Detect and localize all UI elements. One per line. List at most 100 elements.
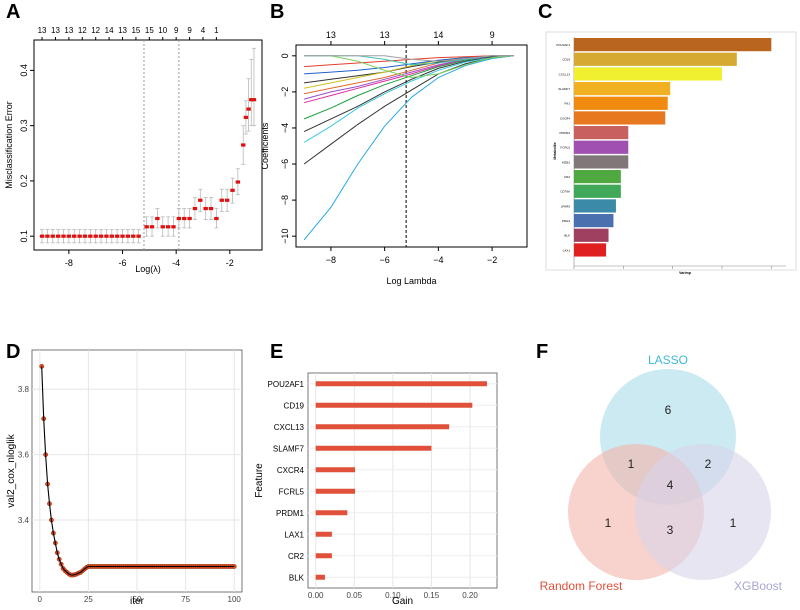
error-point (136, 234, 141, 238)
y-axis-label: Metabolite (553, 142, 557, 159)
coefficient-path-s7 (303, 55, 514, 100)
top-tick-label: 1 (214, 26, 219, 35)
y-tick-label: 3.4 (18, 516, 30, 525)
venn-count-lasso-only: 6 (665, 403, 672, 417)
error-point (93, 234, 98, 238)
x-tick-label: 0.15 (424, 591, 440, 600)
x-axis-label: Log Lambda (386, 276, 436, 286)
x-tick-label: −2 (487, 255, 497, 265)
varimp-bar-prg4 (574, 214, 614, 228)
x-tick-label: -2 (226, 258, 234, 268)
y-tick-label: −10 (280, 229, 290, 244)
gain-bar-blk (315, 574, 325, 580)
feature-label: SLAMF7 (273, 444, 305, 453)
error-point (114, 234, 120, 238)
error-point (176, 216, 182, 221)
category-label: FN1 (564, 102, 570, 106)
panel-f-venn-diagram: LASSO Random Forest XGBoost 6 1 1 1 2 3 4 (540, 353, 783, 593)
x-tick-label: −8 (326, 255, 336, 265)
varimp-bar-blk (574, 228, 609, 242)
y-tick-label: −2 (280, 87, 290, 97)
coefficient-path-s6 (303, 55, 514, 104)
plot-frame (307, 372, 498, 589)
y-tick-label: −6 (280, 159, 290, 169)
feature-label: CXCR4 (277, 466, 305, 475)
error-point (182, 216, 187, 221)
error-point (144, 225, 149, 229)
venn-count-xgb-only: 1 (730, 516, 737, 530)
error-point (120, 234, 125, 238)
top-tick-label: 9 (187, 26, 192, 35)
x-tick-label: 50 (133, 595, 142, 604)
error-point (187, 216, 192, 221)
error-point (109, 234, 114, 238)
panel-label-d: D (6, 341, 20, 363)
error-point (243, 115, 249, 119)
gain-bar-lax1 (315, 531, 332, 537)
top-tick-label: 13 (118, 26, 127, 35)
y-tick-label: 0.4 (19, 64, 29, 77)
venn-count-all: 4 (667, 478, 674, 492)
coefficient-path-s4 (303, 55, 514, 143)
category-label: CR2 (564, 175, 570, 179)
error-point (214, 216, 219, 221)
top-tick-label: 14 (433, 30, 443, 40)
error-point (77, 234, 82, 238)
category-label: LAX1 (563, 248, 571, 252)
feature-label: FCRL5 (279, 487, 305, 496)
top-tick-label: 13 (38, 26, 47, 35)
category-label: CD19 (562, 58, 570, 62)
error-point (98, 234, 104, 238)
error-point (203, 206, 208, 211)
category-label: SLAMF7 (558, 87, 570, 91)
x-tick-label: 75 (181, 595, 190, 604)
error-point (198, 198, 203, 202)
panel-label-a: A (6, 1, 20, 23)
error-point (125, 234, 131, 238)
error-point (72, 234, 77, 238)
varimp-bar-fn1 (574, 96, 668, 110)
error-point (160, 225, 165, 229)
error-point (45, 234, 50, 238)
venn-count-lasso-rf: 1 (628, 457, 635, 471)
category-label: CD79A (560, 190, 570, 194)
varimp-bar-pou2af1 (574, 38, 772, 52)
y-axis-label: Feature (254, 463, 265, 498)
panel-e-gain-bars: 0.00 0.05 0.10 0.15 0.20 POU2AF1 CD19 CXCL13 SLA… (254, 372, 498, 607)
error-point (149, 225, 155, 229)
panel-label-b: B (270, 1, 284, 23)
y-tick-label: −4 (280, 123, 290, 133)
gain-bar-cxcl13 (315, 424, 450, 430)
varimp-bar-lax1 (574, 243, 607, 257)
coefficient-path-s13 (304, 55, 514, 79)
error-point (104, 234, 109, 238)
top-tick-label: 12 (91, 26, 100, 35)
venn-circle-xgboost (635, 444, 771, 580)
varimp-bar-cd19 (574, 52, 737, 66)
x-tick-label: 100 (228, 595, 242, 604)
coefficient-path-s15 (304, 55, 514, 62)
error-point (155, 216, 160, 221)
feature-label: POU2AF1 (268, 380, 305, 389)
top-tick-label: 12 (78, 26, 87, 35)
x-tick-label: 0.00 (308, 591, 324, 600)
panel-b-coefficient-paths: −8 −6 −4 −2 0 −2 −4 −6 −8 −10 13 13 14 9 Log Lambda Coe… (260, 30, 528, 286)
top-tick-label: 13 (326, 30, 336, 40)
top-tick-label: 4 (201, 26, 206, 35)
category-label: BLK (564, 234, 570, 238)
y-tick-label: 0.3 (19, 119, 29, 132)
plot-frame (545, 31, 797, 271)
error-point (82, 234, 88, 238)
x-tick-label: 0.20 (462, 591, 478, 600)
venn-set-label: XGBoost (734, 579, 783, 593)
gain-bar-cd19 (315, 402, 473, 408)
venn-count-rf-xgb: 3 (667, 523, 674, 537)
error-point (61, 234, 66, 238)
gain-bar-pou2af1 (315, 381, 487, 387)
error-point (39, 234, 45, 238)
x-tick-label: 0 (38, 595, 43, 604)
x-tick-label: -4 (172, 258, 180, 268)
loss-curve (41, 366, 235, 576)
error-point (55, 234, 61, 238)
x-axis-label: iter (130, 596, 145, 607)
